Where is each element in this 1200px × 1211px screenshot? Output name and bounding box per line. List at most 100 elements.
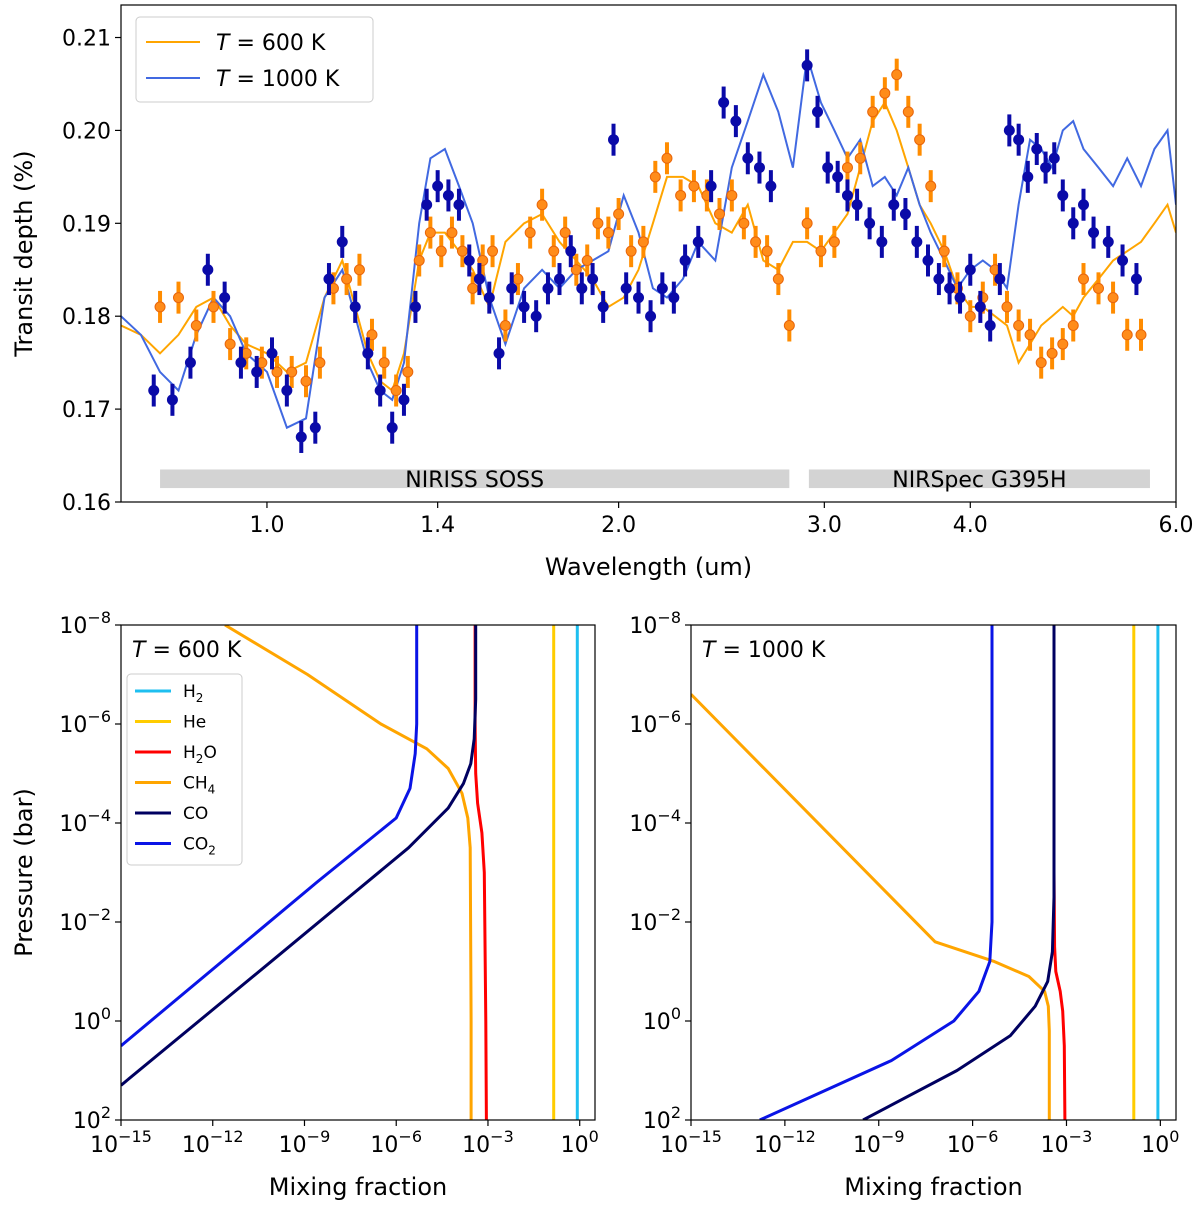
legend-label-main: CO <box>183 835 208 855</box>
data-point <box>559 227 571 239</box>
data-point <box>390 385 402 397</box>
legend-label-text: = 1000 K <box>229 67 339 92</box>
tick-base: 10 <box>73 1010 101 1035</box>
data-point <box>374 385 386 397</box>
tick-exponent: −12 <box>210 1127 244 1146</box>
data-point <box>1024 329 1036 341</box>
data-point <box>1117 254 1129 266</box>
series-line-H2O <box>1052 625 1067 1120</box>
data-point <box>536 199 548 211</box>
annotation-text: = 1000 K <box>715 638 825 663</box>
data-point <box>679 254 691 266</box>
tick-base: 10 <box>59 911 87 936</box>
tick-base: 10 <box>90 1133 118 1158</box>
data-point <box>661 152 673 164</box>
data-point <box>402 366 414 378</box>
legend: T = 600 KT = 1000 K <box>135 16 374 103</box>
tick-base: 10 <box>947 1133 975 1158</box>
tick-base: 10 <box>643 1010 671 1035</box>
data-point <box>148 385 160 397</box>
x-tick-label: 10−3 <box>462 1127 514 1158</box>
legend-label-sub: 4 <box>208 783 216 797</box>
y-tick-label: 0.17 <box>62 398 111 423</box>
data-point <box>565 245 577 257</box>
data-point <box>911 236 923 248</box>
tick-exponent: 2 <box>671 1103 681 1122</box>
data-point <box>867 106 879 118</box>
data-point <box>625 245 637 257</box>
tick-exponent: −12 <box>782 1127 816 1146</box>
data-point <box>281 385 293 397</box>
y-tick-label: 10−8 <box>59 608 111 639</box>
tick-exponent: −8 <box>657 608 681 627</box>
data-point <box>202 264 214 276</box>
tick-exponent: −9 <box>881 1127 905 1146</box>
data-point <box>854 152 866 164</box>
data-point <box>1135 329 1147 341</box>
data-point <box>362 347 374 359</box>
legend-label: He <box>183 713 206 733</box>
data-point <box>637 236 649 248</box>
x-tick-label: 1.0 <box>249 513 284 538</box>
data-point <box>705 180 717 192</box>
series-line-CH4 <box>691 693 1051 1120</box>
data-point <box>1048 152 1060 164</box>
data-point <box>172 292 184 304</box>
data-point <box>309 422 321 434</box>
data-point <box>633 292 645 304</box>
tick-exponent: 2 <box>101 1103 111 1122</box>
y-tick-label: 10−4 <box>629 806 681 837</box>
tick-base: 10 <box>279 1133 307 1158</box>
legend-label: H2O <box>183 743 217 766</box>
legend-label-main: H <box>183 682 196 702</box>
data-point <box>812 106 824 118</box>
data-point <box>154 301 166 313</box>
tick-base: 10 <box>629 812 657 837</box>
data-point <box>224 338 236 350</box>
tick-base: 10 <box>561 1133 589 1158</box>
plot-frame <box>120 624 596 1121</box>
data-point <box>576 282 588 294</box>
tick-exponent: −8 <box>87 608 111 627</box>
data-point <box>879 87 891 99</box>
data-point <box>613 208 625 220</box>
data-point <box>801 59 813 71</box>
data-point <box>1046 347 1058 359</box>
legend-label: CO <box>183 804 208 824</box>
data-point <box>493 347 505 359</box>
data-point <box>477 254 489 266</box>
data-point <box>570 264 582 276</box>
data-point <box>518 301 530 313</box>
data-point <box>899 208 911 220</box>
x-axis-label: Wavelength (um) <box>545 553 752 581</box>
data-point <box>442 189 454 201</box>
data-point <box>386 422 398 434</box>
y-tick-label: 100 <box>643 1004 681 1035</box>
data-point <box>738 217 750 229</box>
data-point <box>714 208 726 220</box>
data-point <box>1001 301 1013 313</box>
data-point <box>608 134 620 146</box>
data-point <box>645 310 657 322</box>
y-tick-label: 0.20 <box>62 119 111 144</box>
data-point <box>925 180 937 192</box>
y-tick-label: 102 <box>643 1103 681 1134</box>
data-point <box>271 366 283 378</box>
y-tick-label: 0.18 <box>62 305 111 330</box>
data-point <box>506 282 518 294</box>
tick-exponent: −15 <box>688 1127 722 1146</box>
legend-label: CH4 <box>183 774 215 797</box>
data-point <box>602 227 614 239</box>
tick-base: 10 <box>629 911 657 936</box>
y-tick-label: 0.19 <box>62 212 111 237</box>
data-point <box>675 189 687 201</box>
tick-exponent: 0 <box>1169 1127 1179 1146</box>
series-line-CH4 <box>224 625 473 1120</box>
legend-label-var: T <box>216 67 231 92</box>
data-point <box>841 189 853 201</box>
legend-label-main: He <box>183 713 206 733</box>
tick-exponent: −15 <box>118 1127 152 1146</box>
data-point <box>1040 162 1052 174</box>
y-tick-label: 102 <box>73 1103 111 1134</box>
data-point <box>888 199 900 211</box>
